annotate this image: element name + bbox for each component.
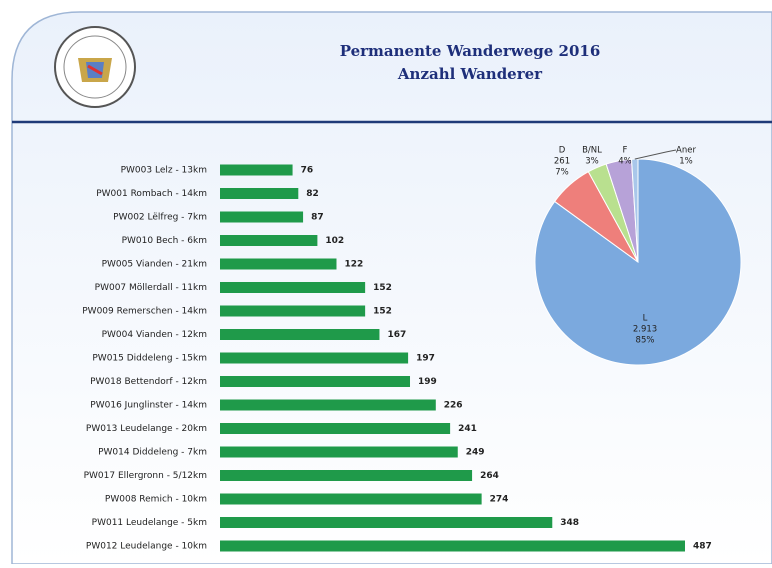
bar [220,540,685,552]
bar [220,329,380,340]
slice-count: 261 [554,157,570,167]
value-label: 249 [466,448,485,458]
bar [220,211,304,223]
category-label: PW010 Bech - 6km [122,236,207,246]
slice-category: Aner [676,146,696,156]
value-label: 241 [458,424,477,434]
value-label: 348 [560,518,579,528]
category-label: PW012 Leudelange - 10km [86,542,207,552]
bar [220,423,451,434]
slice-percent: 1% [679,157,693,167]
value-label: 199 [418,377,437,387]
value-label: 197 [416,354,435,364]
value-label: 264 [480,471,499,481]
bar [220,235,318,246]
slice-category: F [623,146,628,156]
chart-subtitle: Anzahl Wanderer [397,65,543,83]
value-label: 274 [490,495,509,505]
value-label: 487 [693,542,712,552]
value-label: 122 [344,260,363,270]
bar [220,305,366,317]
bar [220,282,366,293]
category-label: PW017 Ellergronn - 5/12km [84,471,207,481]
value-label: 152 [373,283,392,293]
slice-percent: 3% [585,157,599,167]
value-label: 167 [387,330,406,340]
category-label: PW015 Diddeleng - 15km [92,354,207,364]
bar [220,352,409,364]
value-label: 152 [373,307,392,317]
bar [220,470,473,481]
logo [54,26,136,108]
slice-percent: 85% [636,336,655,346]
bar [220,399,436,411]
frame [11,11,772,565]
bar [220,517,553,528]
category-label: PW003 Lelz - 13km [121,166,207,176]
bar [220,258,337,270]
bar [220,446,458,458]
leader-line [634,149,677,160]
chart-title: Permanente Wanderwege 2016 [340,42,601,60]
category-label: PW016 Junglinster - 14km [90,401,207,411]
category-label: PW009 Remerschen - 14km [82,307,207,317]
bar [220,493,482,505]
value-label: 76 [301,166,314,176]
category-label: PW013 Leudelange - 20km [86,424,207,434]
value-label: 102 [325,236,344,246]
category-label: PW004 Vianden - 12km [102,330,207,340]
category-label: PW002 Lëlfreg - 7km [113,213,207,223]
value-label: 226 [444,401,463,411]
slice-category: B/NL [582,146,602,156]
category-label: PW008 Remich - 10km [105,495,207,505]
category-label: PW011 Leudelange - 5km [92,518,207,528]
slice-count: 2.913 [633,325,657,335]
pie-slice [630,158,639,263]
category-label: PW001 Rombach - 14km [96,189,207,199]
category-label: PW005 Vianden - 21km [102,260,207,270]
bar [220,376,411,387]
slice-percent: 7% [555,168,569,178]
slice-percent: 4% [618,157,632,167]
bar [220,188,299,199]
category-label: PW014 Diddeleng - 7km [98,448,207,458]
slice-category: L [643,314,648,324]
slice-category: D [559,146,566,156]
value-label: 82 [306,189,319,199]
category-label: PW007 Möllerdall - 11km [95,283,207,293]
bar [220,164,293,176]
category-label: PW018 Bettendorf - 12km [90,377,207,387]
value-label: 87 [311,213,324,223]
